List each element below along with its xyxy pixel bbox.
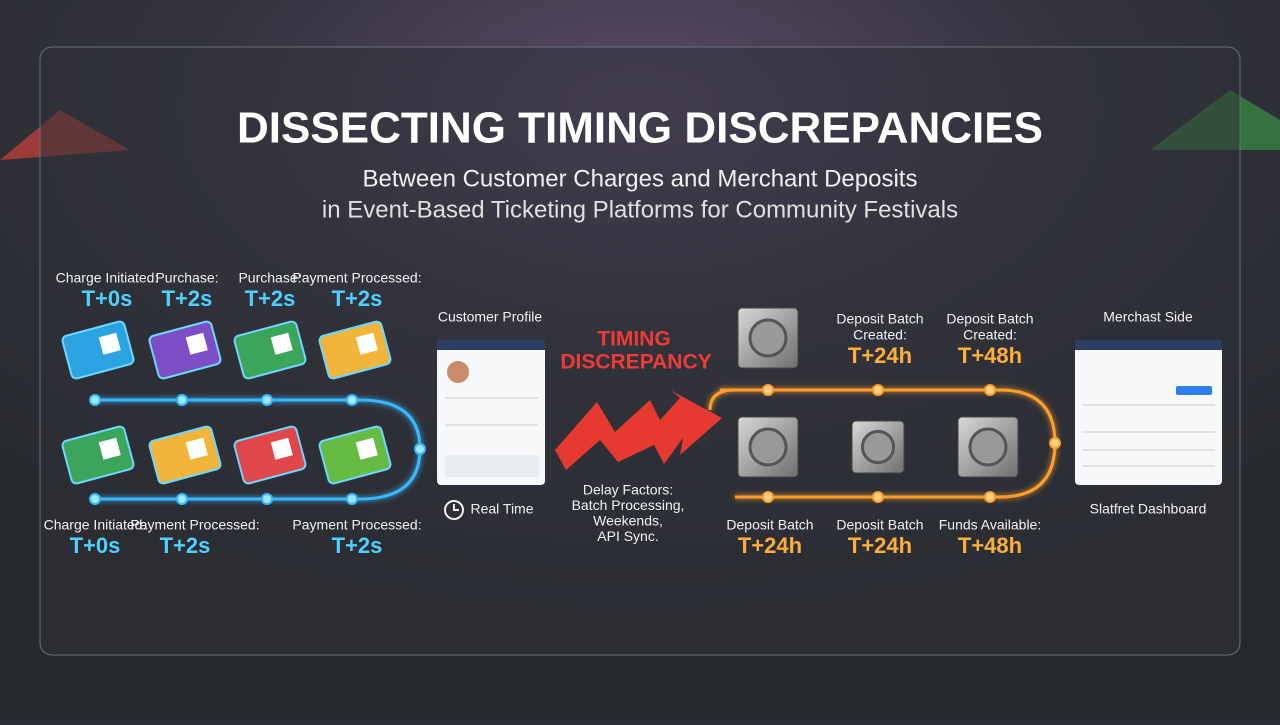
- subtitle: Between Customer Charges and Merchant De…: [363, 165, 918, 192]
- event-label: Payment Processed:: [292, 517, 421, 533]
- event-time: T+2s: [245, 286, 296, 311]
- section-title: Merchast Side: [1103, 309, 1193, 325]
- subtitle: in Event-Based Ticketing Platforms for C…: [322, 196, 958, 223]
- flow-dot: [176, 394, 188, 406]
- event-label: Created:: [853, 327, 907, 343]
- delay-factor: API Sync.: [597, 528, 658, 544]
- event-time: T+48h: [958, 533, 1022, 558]
- discrepancy-label: TIMING: [597, 328, 671, 351]
- flow-dot: [346, 493, 358, 505]
- flow-dot: [89, 394, 101, 406]
- flow-dot: [984, 384, 996, 396]
- delay-factor: Delay Factors:: [583, 482, 673, 498]
- event-time: T+24h: [738, 533, 802, 558]
- title: DISSECTING TIMING DISCREPANCIES: [237, 104, 1043, 153]
- flow-dot: [1049, 437, 1061, 449]
- avatar: [447, 361, 469, 383]
- vault-dial: [860, 429, 896, 465]
- flow-dot: [872, 384, 884, 396]
- clock-icon: [444, 500, 464, 520]
- delay-factor: Batch Processing,: [572, 497, 685, 513]
- event-label: Deposit Batch: [946, 311, 1033, 327]
- event-label: Created:: [963, 327, 1017, 343]
- flow-dot: [872, 491, 884, 503]
- qr-code: [355, 332, 378, 355]
- flow-dot: [89, 493, 101, 505]
- card-header: [437, 340, 545, 350]
- qr-code: [355, 437, 378, 460]
- merchant-card: [1075, 340, 1222, 485]
- flow-dot: [346, 394, 358, 406]
- qr-code: [185, 332, 208, 355]
- flow-dot: [261, 394, 273, 406]
- event-time: T+2s: [332, 286, 383, 311]
- qr-code: [185, 437, 208, 460]
- flow-dot: [176, 493, 188, 505]
- event-label: Funds Available:: [939, 517, 1041, 533]
- event-time: T+24h: [848, 343, 912, 368]
- qr-code: [98, 437, 121, 460]
- delay-factor: Weekends,: [593, 513, 663, 529]
- event-time: T+0s: [82, 286, 133, 311]
- event-label: Purchase:: [155, 270, 218, 286]
- qr-code: [98, 332, 121, 355]
- card-lines: [445, 397, 1215, 467]
- vault-dial: [748, 318, 788, 358]
- event-label: Purchase:: [238, 270, 301, 286]
- section-footer: Real Time: [470, 501, 533, 517]
- event-time: T+2s: [162, 286, 213, 311]
- card-button: [1176, 386, 1212, 395]
- event-label: Charge Initiated:: [56, 270, 159, 286]
- event-time: T+0s: [70, 533, 121, 558]
- vault-dial: [968, 427, 1008, 467]
- qr-code: [270, 332, 293, 355]
- clock-hand: [453, 504, 459, 511]
- event-label: Deposit Batch: [836, 517, 923, 533]
- event-label: Payment Processed:: [292, 270, 421, 286]
- discrepancy-arrow: [555, 390, 722, 470]
- section-title: Customer Profile: [438, 309, 542, 325]
- event-label: Deposit Batch: [836, 311, 923, 327]
- card-header: [1075, 340, 1222, 350]
- event-time: T+2s: [332, 533, 383, 558]
- event-label: Payment Processed:: [130, 517, 259, 533]
- event-time: T+24h: [848, 533, 912, 558]
- card-row: [445, 455, 539, 477]
- panel: [39, 46, 1241, 656]
- flow-dot: [261, 493, 273, 505]
- discrepancy-label: DISCREPANCY: [560, 351, 711, 374]
- flow-dot: [984, 491, 996, 503]
- event-label: Deposit Batch: [726, 517, 813, 533]
- event-time: T+2s: [160, 533, 211, 558]
- vault-dial: [748, 427, 788, 467]
- qr-code: [270, 437, 293, 460]
- flow-dot: [762, 491, 774, 503]
- flow-dot: [762, 384, 774, 396]
- section-footer: Slatfret Dashboard: [1090, 501, 1207, 517]
- event-label: Charge Initiated:: [44, 517, 147, 533]
- event-time: T+48h: [958, 343, 1022, 368]
- flow-dot: [414, 443, 426, 455]
